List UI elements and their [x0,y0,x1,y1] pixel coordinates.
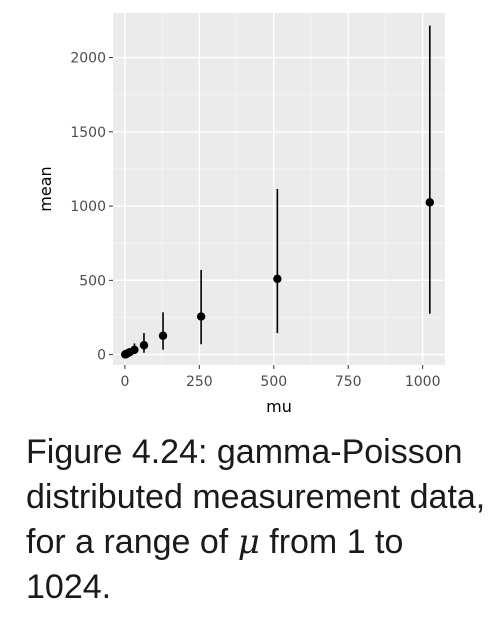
x-tick-label: 0 [120,374,129,390]
figure-caption: Figure 4.24: gamma-Poisson distributed m… [26,430,486,610]
data-point [196,312,206,321]
caption-mu-symbol: μ [237,522,260,562]
chart: 0 250 500 750 1000 0 500 1000 1500 2000 mu mean [36,13,445,416]
y-tick-label: 500 [79,273,106,289]
x-tick-label: 500 [260,374,287,390]
grid-major [113,13,445,365]
x-tick-label: 250 [186,374,213,390]
caption-text-end: from 1 to 1024. [26,523,404,606]
data-point [425,198,435,207]
y-tick-label: 1500 [70,125,106,141]
x-tick-label: 750 [335,374,362,390]
plot-panel [113,13,445,365]
x-axis-title: mu [266,397,292,416]
grid-minor [113,13,445,365]
x-tick-label: 1000 [405,374,441,390]
caption-text-start: Figure 4.24: gamma-Poisson distributed m… [26,433,486,561]
data-point [130,345,139,355]
y-tick-label: 2000 [70,51,106,67]
data-point [158,331,168,340]
y-tick-label: 0 [97,348,106,364]
data-point [273,274,282,284]
y-axis-title: mean [36,166,55,211]
x-axis-ticks: 0 250 500 750 1000 [120,365,440,390]
data-points [121,198,435,359]
data-point [139,341,149,350]
y-axis-ticks: 0 500 1000 1500 2000 [70,51,113,364]
y-tick-label: 1000 [70,199,106,215]
